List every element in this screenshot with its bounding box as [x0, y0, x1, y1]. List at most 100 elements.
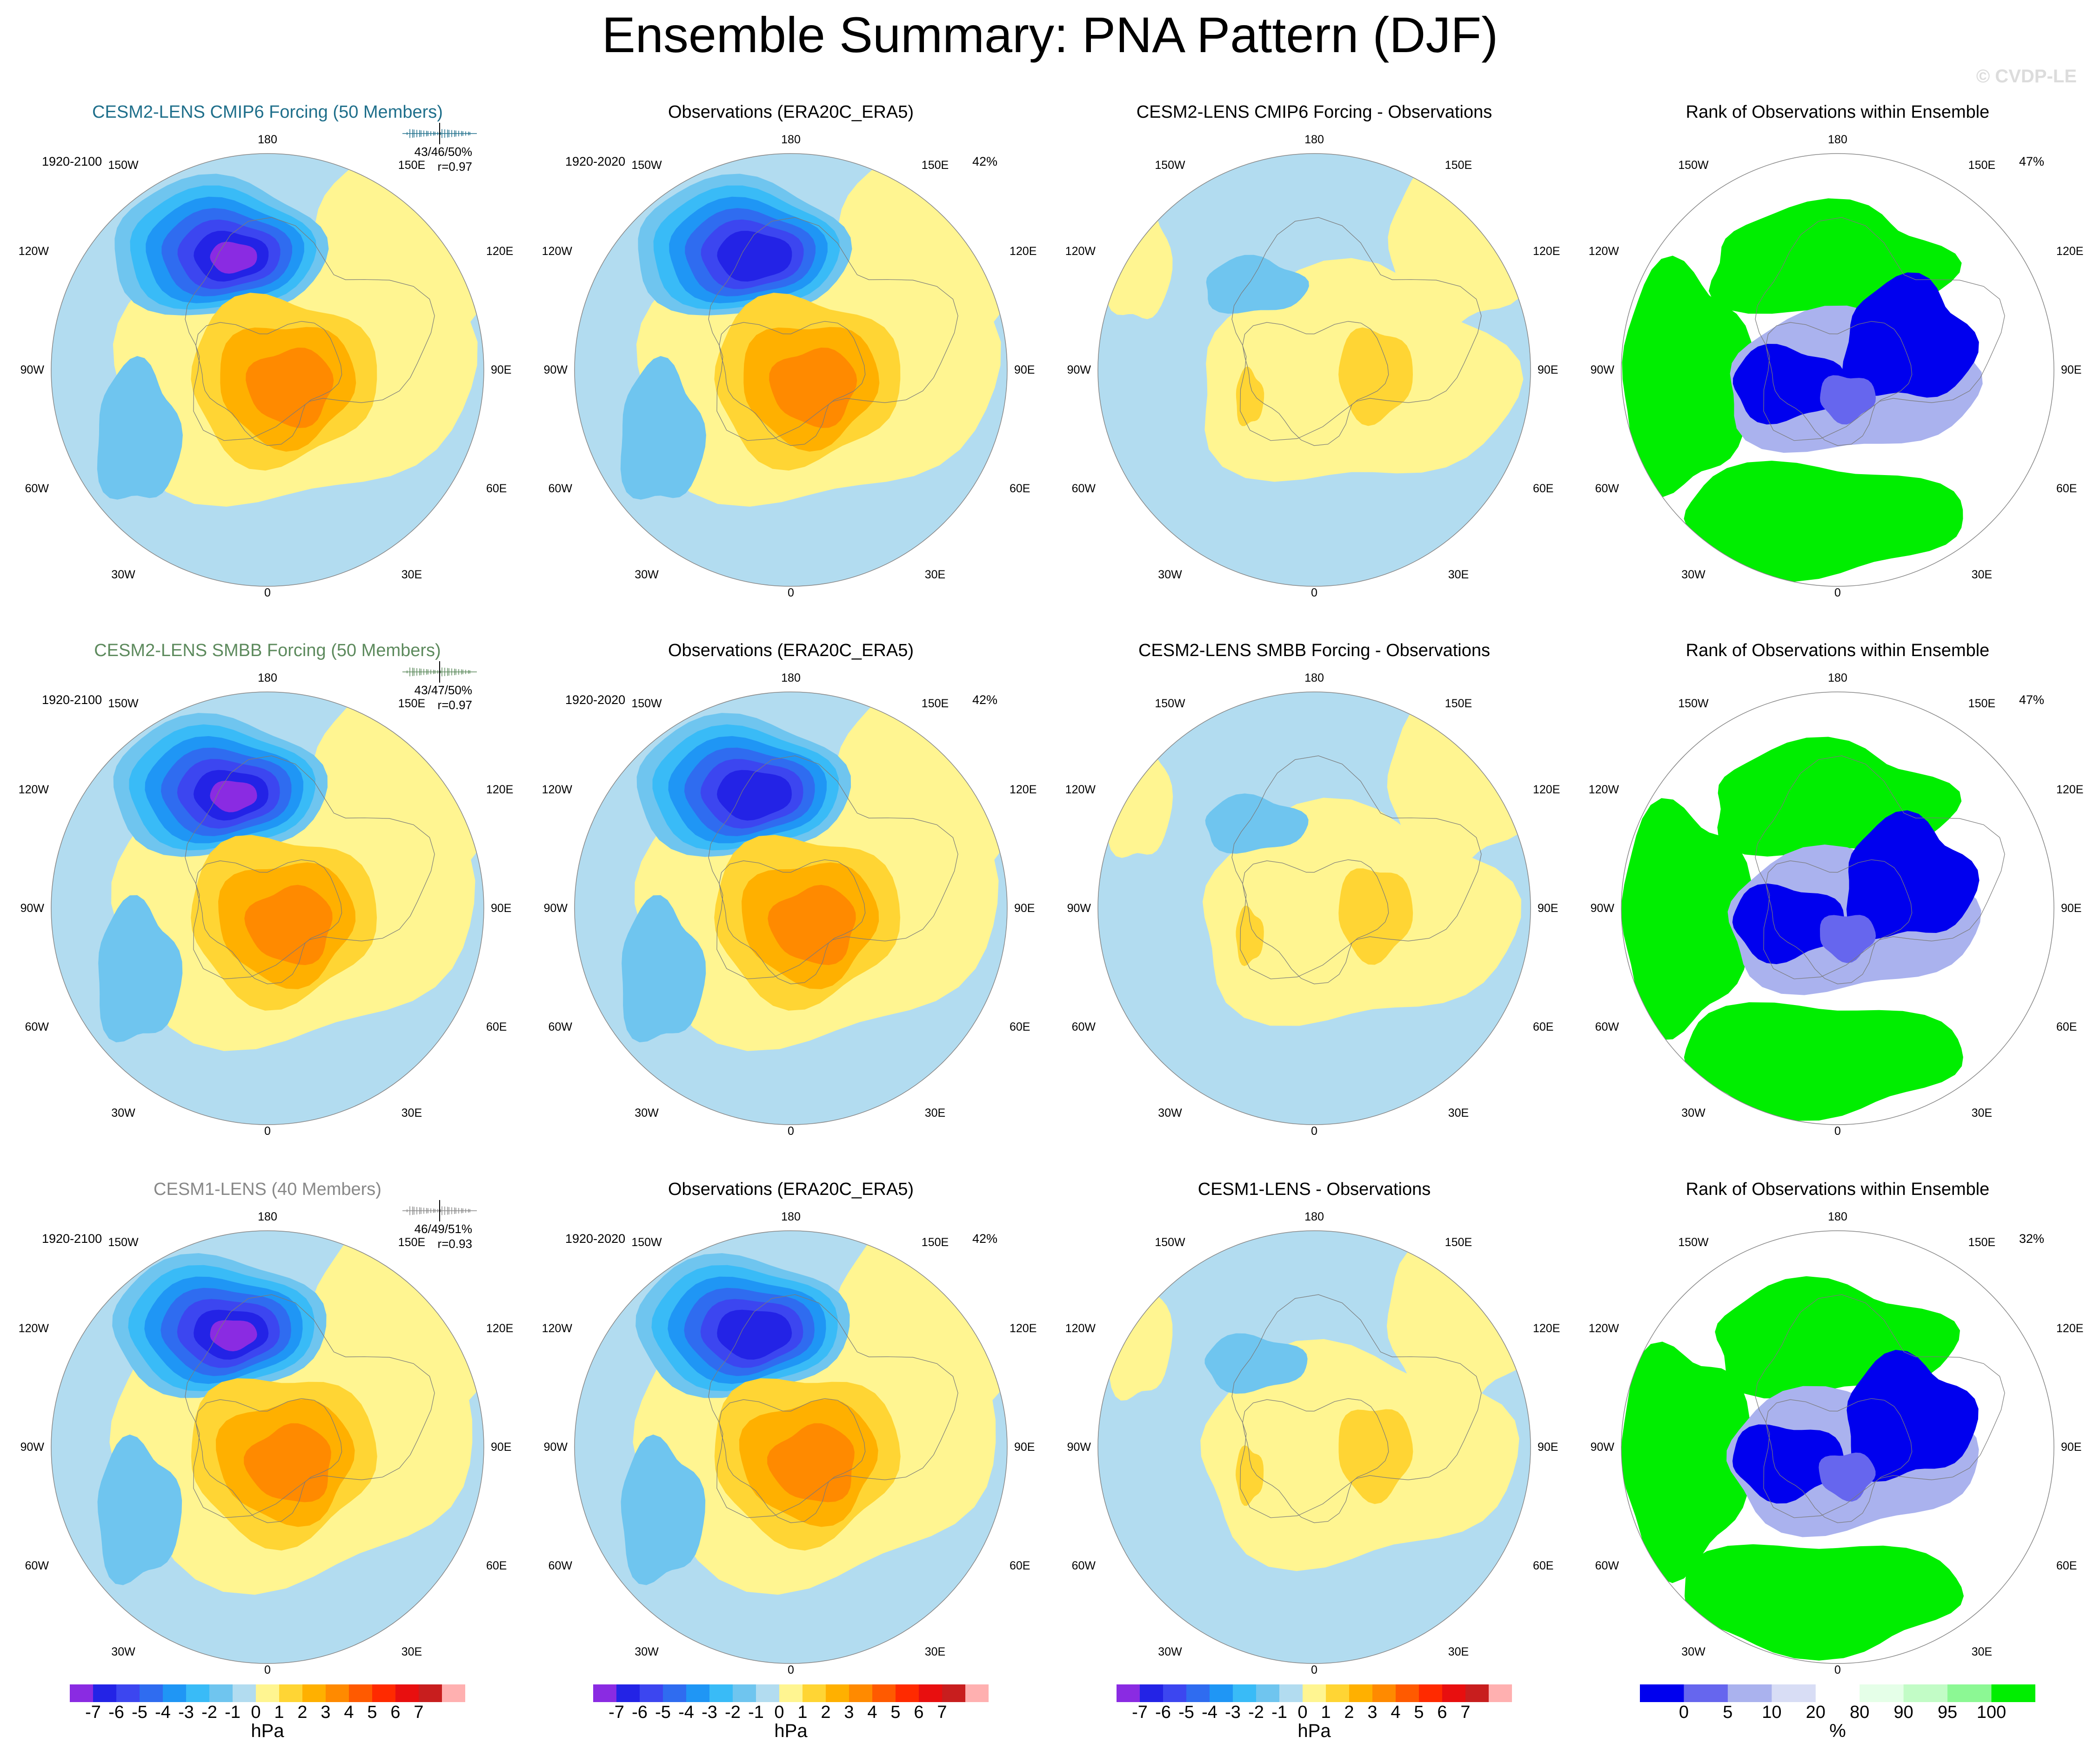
longitude-label: 90E — [1538, 363, 1558, 376]
colorbar-tick-label: -5 — [1178, 1703, 1194, 1722]
period-label: 1920-2020 — [565, 693, 626, 707]
pattern-correlation: r=0.97 — [437, 160, 472, 174]
longitude-label: 60E — [1533, 1020, 1554, 1033]
colorbar-swatch — [1947, 1684, 1992, 1702]
period-label: 1920-2100 — [42, 154, 102, 168]
colorbar-tick-label: 3 — [844, 1703, 854, 1722]
colorbar-swatch — [1186, 1684, 1210, 1702]
longitude-label: 90W — [1590, 1441, 1614, 1454]
map-border — [1097, 1230, 1531, 1664]
map-border — [574, 1230, 1008, 1664]
longitude-label: 120E — [486, 1322, 514, 1335]
colorbar-swatch — [709, 1684, 733, 1702]
colorbar-tick-label: -1 — [748, 1703, 764, 1722]
colorbar-swatch — [1772, 1684, 1816, 1702]
rank-region-lowest — [1732, 1424, 1844, 1504]
longitude-label: 0 — [1311, 1663, 1318, 1677]
colorbar-swatch — [349, 1684, 373, 1702]
longitude-label: 60E — [486, 1559, 507, 1572]
contour-positive-4 — [769, 348, 857, 428]
colorbar-swatch — [209, 1684, 233, 1702]
rank-region-high — [1622, 255, 1754, 498]
variance-pct: 47% — [2019, 693, 2045, 707]
longitude-label: 60E — [2056, 482, 2077, 495]
diff-map — [1097, 691, 1531, 1125]
colorbar-tick-label: 0 — [1297, 1703, 1308, 1722]
rank-panel-title: Rank of Observations within Ensemble — [1685, 641, 1990, 660]
longitude-label: 30W — [1158, 1645, 1182, 1658]
colorbar-swatch — [1465, 1684, 1489, 1702]
rank-map — [1621, 1230, 2054, 1664]
longitude-label: 0 — [1834, 1125, 1841, 1138]
pattern-correlation: r=0.93 — [437, 1237, 472, 1251]
colorbar-swatch — [163, 1684, 187, 1702]
longitude-label: 120E — [486, 783, 514, 796]
longitude-label: 30E — [401, 1107, 422, 1120]
obs-map — [574, 691, 1008, 1125]
longitude-label: 0 — [788, 1125, 794, 1138]
colorbar-swatch — [70, 1684, 94, 1702]
colorbar-swatch — [1396, 1684, 1419, 1702]
colorbar-tick-label: 2 — [297, 1703, 308, 1722]
colorbar-swatch — [849, 1684, 873, 1702]
longitude-label: 90E — [1014, 1441, 1035, 1454]
colorbar-swatch — [919, 1684, 943, 1702]
colorbar-tick-label: 1 — [1321, 1703, 1331, 1722]
colorbar-tick-label: -5 — [655, 1703, 671, 1722]
map-border — [51, 691, 484, 1125]
colorbar-swatch — [1684, 1684, 1728, 1702]
longitude-label: 120E — [1533, 783, 1560, 796]
contour-layers — [1622, 198, 2005, 582]
pattern-stats: 43/47/50% — [414, 683, 472, 697]
variance-pct: 47% — [2019, 154, 2045, 168]
contour-negative-1 — [97, 1435, 182, 1585]
hpa-colorbar — [593, 1684, 989, 1702]
colorbar-swatch — [1326, 1684, 1350, 1702]
contour-negative-1 — [97, 356, 183, 500]
colorbar-swatch — [419, 1684, 442, 1702]
longitude-label: 150E — [1445, 159, 1472, 172]
coastline — [1231, 1294, 1482, 1518]
colorbar-tick-label: -2 — [1248, 1703, 1264, 1722]
longitude-label: 120W — [542, 245, 572, 258]
colorbar-tick-label: 6 — [390, 1703, 401, 1722]
longitude-label: 150W — [108, 1236, 139, 1249]
colorbar-swatch — [1815, 1684, 1860, 1702]
rank-region-high — [1621, 798, 1752, 1040]
coastline — [719, 859, 866, 985]
colorbar-swatch — [896, 1684, 919, 1702]
colorbar-tick-label: -4 — [155, 1703, 171, 1722]
longitude-label: 60E — [1533, 1559, 1554, 1572]
model-panel-title: CESM2-LENS SMBB Forcing (50 Members) — [94, 641, 441, 660]
coastline — [185, 755, 435, 979]
longitude-label: 0 — [788, 1663, 794, 1677]
contour-layers — [1105, 160, 1531, 482]
longitude-label: 90W — [1590, 902, 1614, 915]
contour-negative-1 — [1204, 1333, 1308, 1394]
colorbar-tick-label: -4 — [678, 1703, 694, 1722]
colorbar-swatch — [1903, 1684, 1948, 1702]
diff-panel-title: CESM2-LENS CMIP6 Forcing - Observations — [1136, 102, 1492, 122]
coastline — [708, 755, 958, 979]
colorbar-tick-label: 0 — [251, 1703, 261, 1722]
colorbar-tick-label: 90 — [1893, 1703, 1913, 1722]
rank-region-low — [1820, 915, 1876, 963]
model-panel-title: CESM2-LENS CMIP6 Forcing (50 Members) — [92, 102, 443, 122]
longitude-label: 30W — [111, 1645, 135, 1658]
contour-negative-6 — [717, 1309, 792, 1360]
contour-positive-2 — [1338, 1409, 1413, 1504]
diff-panel-title: CESM1-LENS - Observations — [1197, 1180, 1431, 1199]
longitude-label: 90W — [543, 902, 568, 915]
contour-positive-2 — [1236, 366, 1264, 426]
longitude-label: 60E — [486, 1020, 507, 1033]
longitude-label: 150E — [398, 159, 426, 172]
contour-positive-4 — [246, 348, 334, 428]
colorbar-tick-label: 3 — [1367, 1703, 1378, 1722]
longitude-label: 30E — [924, 568, 946, 581]
colorbar-swatch — [1303, 1684, 1326, 1702]
longitude-label: 90E — [2061, 902, 2082, 915]
longitude-label: 120W — [18, 245, 49, 258]
rank-region-lowest — [1732, 883, 1844, 965]
contour-negative-1 — [620, 356, 706, 500]
rank-colorbar — [1640, 1684, 2035, 1702]
